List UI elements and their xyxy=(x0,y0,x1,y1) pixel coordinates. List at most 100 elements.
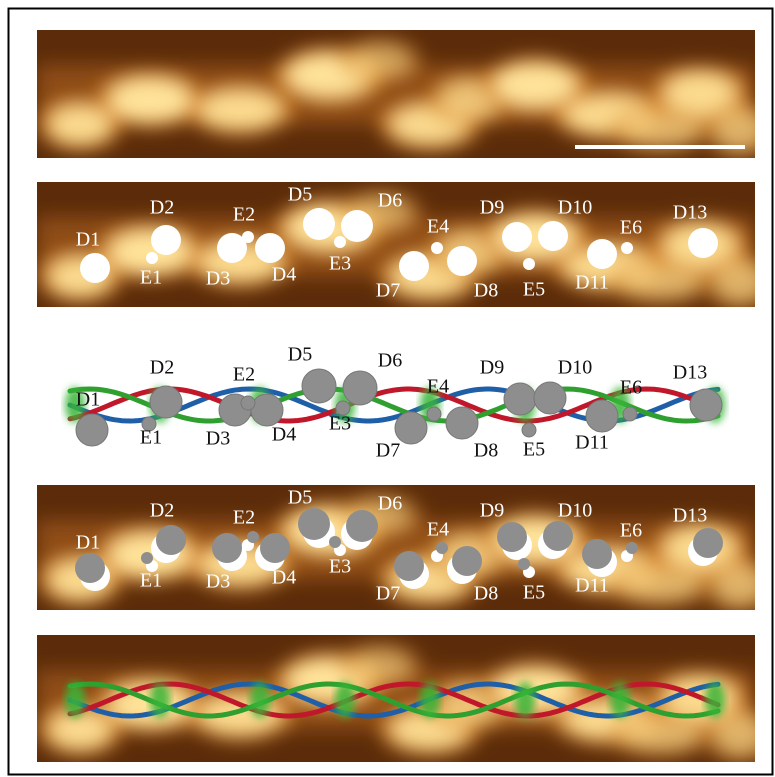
model-circle xyxy=(260,533,290,563)
strand xyxy=(67,681,721,719)
domain-label: D4 xyxy=(272,424,296,446)
model-circle xyxy=(445,406,479,440)
domain-label: D9 xyxy=(480,357,504,379)
domain-label: D7 xyxy=(376,583,400,605)
domain-label: E6 xyxy=(620,377,642,399)
model-circle xyxy=(394,411,428,445)
model-circle xyxy=(298,508,330,540)
domain-label: D9 xyxy=(480,500,504,522)
model-circle xyxy=(240,395,256,411)
domain-label: E2 xyxy=(233,507,255,529)
domain-label: D11 xyxy=(575,575,609,597)
model-circle xyxy=(141,552,153,564)
domain-label: E1 xyxy=(140,427,162,449)
domain-label: D1 xyxy=(76,229,100,251)
labels-layer: D1 D2 D3 D4 D5 D6 D7 D8 D9 D10 D11 D13 E1 E2 E3 E4 E5 E6 xyxy=(76,184,718,302)
domain-label: E1 xyxy=(140,570,162,592)
domain-label: E4 xyxy=(427,216,449,238)
afm-blob-core xyxy=(200,92,280,128)
model-circle xyxy=(503,382,537,416)
model-circle xyxy=(436,542,448,554)
domain-label: D9 xyxy=(480,197,504,219)
model-circle xyxy=(335,400,351,416)
domain-label: D8 xyxy=(474,280,498,302)
afm-blob-core xyxy=(110,80,190,120)
domain-label: D7 xyxy=(376,440,400,462)
panel xyxy=(37,485,755,610)
domain-circle xyxy=(621,242,633,254)
domain-label: D10 xyxy=(558,357,592,379)
protein-domain xyxy=(250,682,270,718)
domain-label: D3 xyxy=(206,428,230,450)
afm-blob-core xyxy=(715,715,755,755)
domain-circle xyxy=(538,221,568,251)
domain-circle xyxy=(217,233,247,263)
model-circle xyxy=(622,406,638,422)
domain-circle xyxy=(502,222,532,252)
domain-circle xyxy=(431,242,443,254)
domain-circle xyxy=(688,228,718,258)
model-circle xyxy=(212,533,242,563)
afm-image xyxy=(37,182,755,307)
protein-domain xyxy=(150,682,170,718)
domain-label: D13 xyxy=(673,202,707,224)
domain-label: E5 xyxy=(523,439,545,461)
protein-domain xyxy=(335,682,355,718)
labels-layer: D1 D2 D3 D4 D5 D6 D7 D8 D9 D10 D11 D13 E1 E2 E3 E4 E5 E6 xyxy=(75,487,723,605)
domain-label: E2 xyxy=(233,204,255,226)
model-circle xyxy=(543,521,573,551)
model-circle xyxy=(141,416,157,432)
domain-label: E4 xyxy=(427,519,449,541)
afm-blob-core xyxy=(495,65,575,105)
model-circle xyxy=(342,370,378,406)
afm-blob-core xyxy=(620,570,700,600)
afm-blob-core xyxy=(350,650,410,680)
model-circle xyxy=(689,388,723,422)
model-circle xyxy=(329,536,341,548)
domain-label: D4 xyxy=(272,567,296,589)
model-circle xyxy=(518,558,530,570)
domain-circle xyxy=(447,246,477,276)
domain-circle xyxy=(523,258,535,270)
model-circle xyxy=(250,393,284,427)
domain-label: D6 xyxy=(378,493,402,515)
domain-label: E2 xyxy=(233,364,255,386)
model-circle xyxy=(497,522,527,552)
domain-label: E3 xyxy=(329,413,351,435)
protein-domain xyxy=(705,682,725,718)
scale-bar xyxy=(575,145,745,149)
domain-label: E5 xyxy=(523,582,545,604)
afm-image xyxy=(37,485,755,610)
molecular-model xyxy=(65,681,725,719)
domain-label: D2 xyxy=(150,197,174,219)
panel xyxy=(37,182,755,307)
domain-label: E6 xyxy=(620,520,642,542)
domain-circle xyxy=(399,251,429,281)
domain-label: D5 xyxy=(288,344,312,366)
model-circle xyxy=(452,546,482,576)
domain-label: D5 xyxy=(288,184,312,206)
protein-domain xyxy=(65,682,85,718)
protein-domain xyxy=(65,387,85,423)
domain-label: D11 xyxy=(575,272,609,294)
model-circle xyxy=(693,528,723,558)
model-circle xyxy=(521,422,537,438)
domain-circle xyxy=(334,236,346,248)
domain-label: D8 xyxy=(474,440,498,462)
domain-circle xyxy=(80,253,110,283)
domain-label: D7 xyxy=(376,280,400,302)
afm-blob-core xyxy=(620,267,700,297)
afm-blob-core xyxy=(620,115,700,145)
domain-label: D4 xyxy=(272,264,296,286)
domain-label: E3 xyxy=(329,253,351,275)
domain-label: D10 xyxy=(558,197,592,219)
model-circle xyxy=(585,399,619,433)
model-circle xyxy=(301,368,337,404)
afm-blob-core xyxy=(715,110,755,150)
domain-label: D3 xyxy=(206,571,230,593)
domain-label: D6 xyxy=(378,190,402,212)
afm-blobs xyxy=(37,37,755,158)
domain-label: D1 xyxy=(76,532,100,554)
afm-blob-core xyxy=(665,73,735,117)
domain-label: E4 xyxy=(427,376,449,398)
